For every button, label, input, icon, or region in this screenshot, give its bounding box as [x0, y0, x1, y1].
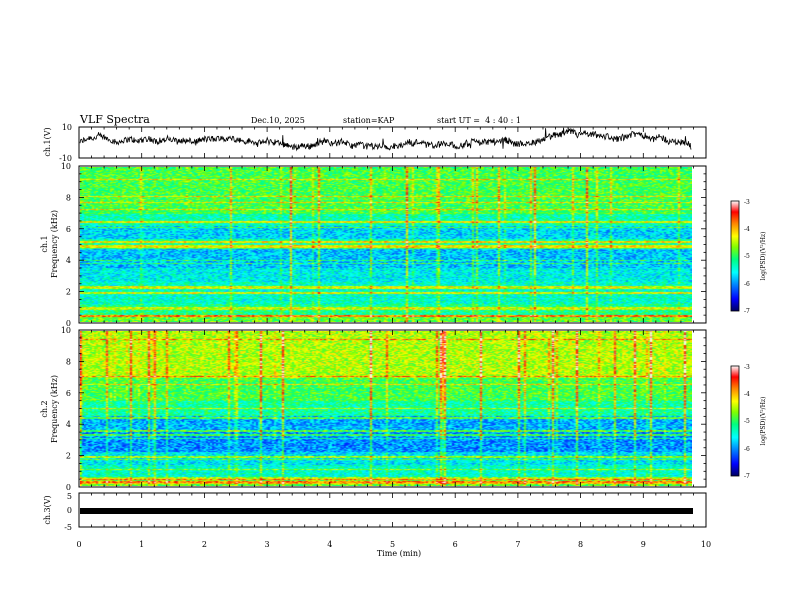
frequency-tick-label: 0: [66, 319, 71, 328]
ch1-cb-tick-6: -6: [744, 281, 750, 288]
ch1-spectrogram-xticks: [78, 166, 707, 323]
frequency-tick-label: 10: [61, 162, 71, 171]
ch1-spectrogram-ylabel-top: ch.1: [40, 235, 49, 252]
ch1-spectrogram-yticks: 0 2 4 6 8 10: [61, 162, 706, 328]
ch3-ytick-mid: 0: [67, 506, 72, 515]
ch2-spectrogram-xticks: [78, 330, 707, 487]
ch3-waveform-panel: 5 0 -5 ch.3(V): [43, 492, 707, 532]
ch2-spectrogram-ylabel-top: ch.2: [40, 400, 49, 417]
figure-title: VLF Spectra: [79, 113, 150, 126]
ch2-spectrogram-yticks: 0 2 4 6 8 10: [61, 326, 706, 492]
ch1-spectrogram-image: [80, 167, 692, 322]
frequency-tick-label: 10: [61, 326, 71, 335]
time-tick-label: 7: [515, 540, 520, 549]
ch1-cb-tick-3: -3: [744, 199, 750, 206]
ch1-ytick-bottom: -10: [59, 154, 72, 163]
ch1-colorbar-label: log(PSD)(V²/Hz): [760, 232, 767, 281]
ch2-colorbar-label: log(PSD)(V²/Hz): [760, 397, 767, 446]
frequency-tick-label: 6: [66, 389, 71, 398]
ch2-cb-tick-3: -3: [744, 364, 750, 371]
ch2-spectrogram-image: [80, 331, 692, 486]
ch3-ytick-top: 5: [67, 492, 72, 501]
ch1-cb-tick-4: -4: [744, 226, 750, 233]
ch1-waveform-trace: [79, 127, 692, 152]
time-axis-label: Time (min): [377, 549, 421, 558]
frequency-tick-label: 4: [66, 420, 71, 429]
frequency-tick-label: 2: [66, 288, 71, 297]
ch2-cb-tick-5: -5: [744, 418, 750, 425]
time-tick-label: 6: [453, 540, 458, 549]
time-tick-label: 8: [578, 540, 583, 549]
start-time-label: start UT = 4 : 40 : 1: [437, 116, 521, 125]
ch3-ytick-bottom: -5: [64, 523, 72, 532]
ch1-cb-tick-7: -7: [744, 308, 750, 315]
frequency-tick-label: 0: [66, 483, 71, 492]
ch2-spectrogram-ylabel-bottom: Frequency (kHz): [50, 375, 59, 443]
ch3-xticks: [78, 493, 707, 527]
time-tick-label: 9: [641, 540, 646, 549]
frequency-tick-label: 4: [66, 256, 71, 265]
time-tick-label: 4: [327, 540, 332, 549]
ch3-ylabel: ch.3(V): [43, 495, 52, 524]
date-label: Dec.10, 2025: [251, 116, 305, 125]
frequency-tick-label: 2: [66, 452, 71, 461]
ch2-cb-tick-7: -7: [744, 473, 750, 480]
time-tick-label: 3: [265, 540, 270, 549]
frequency-tick-label: 8: [66, 193, 71, 202]
ch1-cb-tick-5: -5: [744, 253, 750, 260]
ch2-cb-tick-4: -4: [744, 391, 750, 398]
ch1-waveform-panel: 10 -10 ch.1(V): [43, 123, 707, 163]
ch1-colorbar-bar: [730, 200, 740, 312]
frequency-tick-label: 6: [66, 225, 71, 234]
ch3-waveform-trace: [80, 508, 693, 514]
time-tick-label: 5: [390, 540, 395, 549]
ch2-spectrogram-panel: 0 2 4 6 8 10 ch.2 Frequency (kHz) -3 -4 -5 -6…: [40, 326, 767, 492]
ch1-ylabel: ch.1(V): [43, 127, 52, 156]
ch2-colorbar: -3 -4 -5 -6 -7 log(PSD)(V²/Hz): [730, 364, 767, 480]
ch2-colorbar-bar: [730, 365, 740, 477]
time-axis-tick-labels: 0 1 2 3 4 5 6 7 8 9 10: [76, 540, 711, 549]
time-tick-label: 1: [139, 540, 144, 549]
frequency-tick-label: 8: [66, 357, 71, 366]
time-tick-label: 2: [202, 540, 207, 549]
station-label: station=KAP: [343, 116, 395, 125]
ch1-xticks: [78, 127, 707, 158]
ch1-spectrogram-ylabel-bottom: Frequency (kHz): [50, 210, 59, 278]
time-tick-label: 0: [76, 540, 81, 549]
ch1-spectrogram-panel: 0 2 4 6 8 10 ch.1 Frequency (kHz) -3 -4 -5 -6…: [40, 162, 767, 328]
ch2-cb-tick-6: -6: [744, 446, 750, 453]
ch1-ytick-top: 10: [62, 123, 72, 132]
ch1-colorbar: -3 -4 -5 -6 -7 log(PSD)(V²/Hz): [730, 199, 767, 315]
time-tick-label: 10: [701, 540, 711, 549]
